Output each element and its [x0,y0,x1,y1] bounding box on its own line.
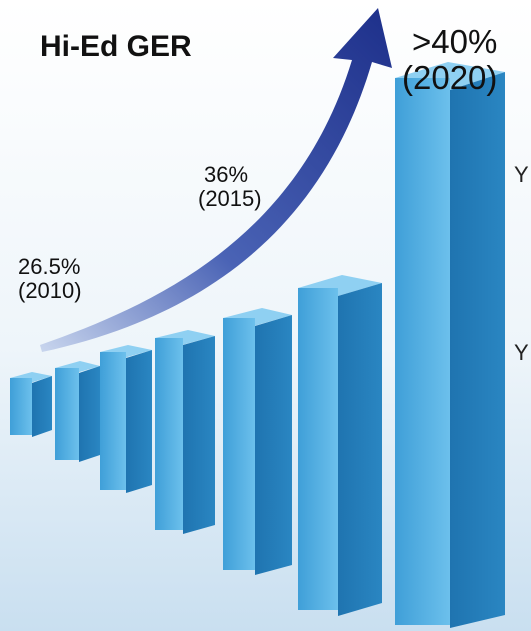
bullet: Y [514,340,529,365]
annotation: 26.5% (2010) [18,255,82,303]
annotation: >40% (2020) [402,24,497,97]
title: Hi-Ed GER [40,30,192,63]
annotation-year: (2015) [198,187,262,211]
annotation-value: >40% [402,24,497,60]
annotation-year: (2010) [18,279,82,303]
annotation-value: 36% [198,163,262,187]
annotation-year: (2020) [402,60,497,96]
annotation-value: 26.5% [18,255,82,279]
bullet: Y [514,162,529,187]
annotation: 36% (2015) [198,163,262,211]
infographic: Y Y Hi-Ed GER 26.5% (2010) 36% (2015) >4… [0,0,531,631]
